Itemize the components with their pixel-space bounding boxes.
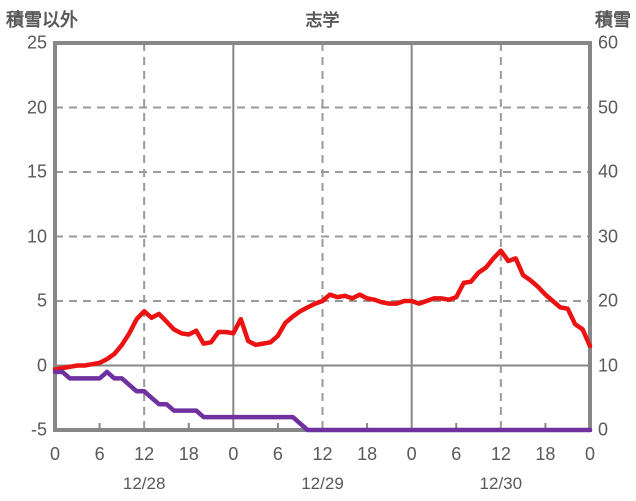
y-right-tick-label: 60 — [598, 32, 619, 53]
x-tick-label: 12 — [312, 444, 333, 464]
x-tick-label: 0 — [228, 444, 239, 464]
y-left-tick-label: 5 — [36, 290, 47, 311]
y-left-tick-label: 20 — [26, 97, 47, 117]
y-right-tick-label: 40 — [598, 161, 619, 182]
x-tick-label: 12 — [490, 444, 511, 464]
x-tick-label: 6 — [451, 444, 462, 464]
x-tick-label: 6 — [94, 444, 105, 464]
date-label: 12/29 — [301, 474, 344, 493]
x-tick-label: 0 — [584, 444, 596, 464]
right-axis-title: 積雪 — [595, 10, 631, 30]
x-tick-label: 12 — [134, 444, 155, 464]
y-right-tick-label: 50 — [598, 97, 619, 117]
left-axis-title: 積雪以外 — [6, 10, 78, 30]
date-label: 12/30 — [479, 474, 523, 493]
y-right-tick-label: 20 — [598, 290, 619, 311]
chart-title: 志学 — [305, 11, 340, 30]
y-left-tick-label: 15 — [26, 161, 47, 182]
y-right-tick-label: 30 — [598, 226, 619, 246]
y-left-tick-label: 0 — [36, 355, 47, 375]
y-right-tick-label: 0 — [598, 419, 609, 440]
x-tick-label: 18 — [178, 444, 199, 464]
date-label: 12/28 — [122, 474, 166, 493]
x-tick-label: 18 — [357, 444, 378, 464]
x-tick-label: 18 — [535, 444, 556, 464]
y-left-tick-label: -5 — [30, 419, 47, 440]
y-right-tick-label: 10 — [598, 355, 619, 375]
x-tick-label: 6 — [272, 444, 283, 464]
y-left-tick-label: 25 — [26, 32, 47, 53]
snow-depth-series-line — [52, 369, 593, 433]
y-left-tick-label: 10 — [26, 226, 47, 246]
temperature-series-line — [52, 248, 593, 372]
x-tick-label: 0 — [406, 444, 417, 464]
x-tick-label: 0 — [49, 444, 61, 464]
